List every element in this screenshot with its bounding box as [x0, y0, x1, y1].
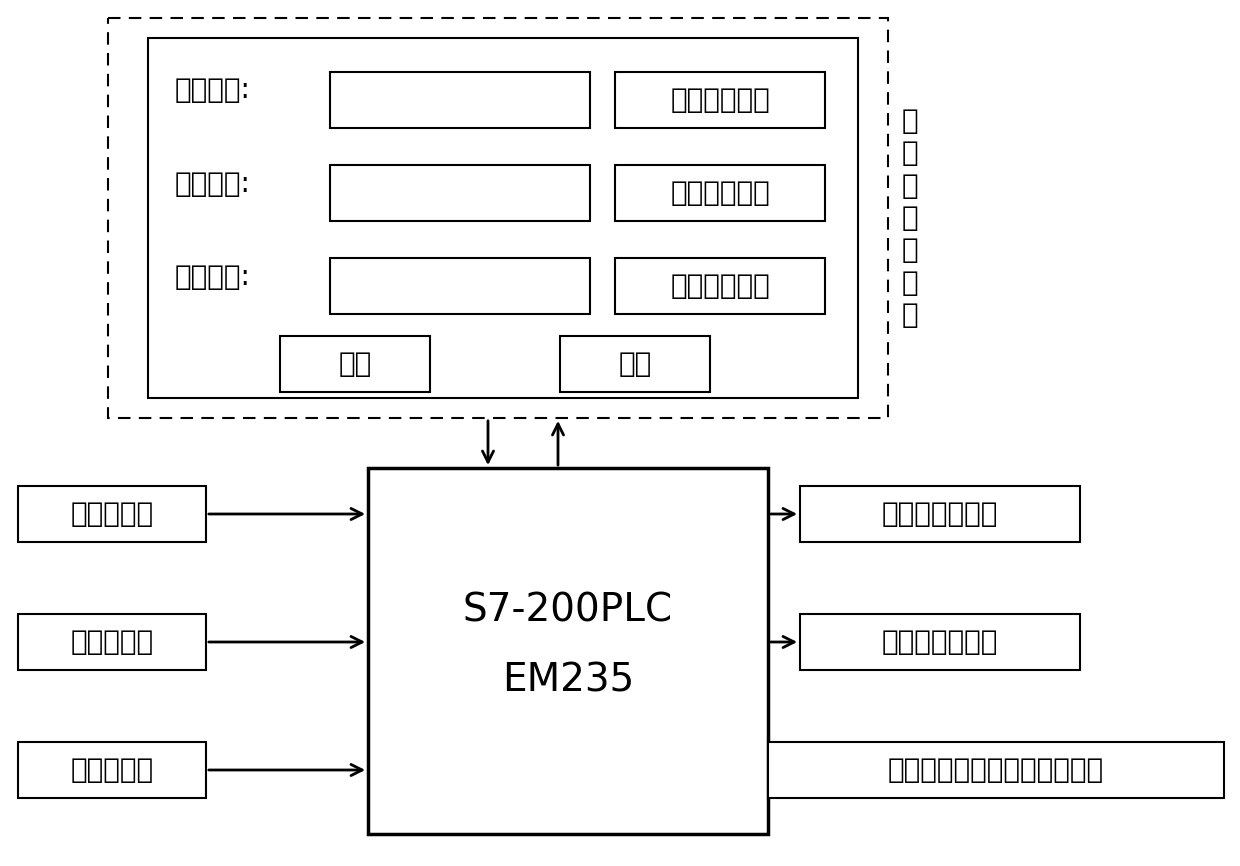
- Bar: [615, 258, 825, 314]
- Bar: [368, 468, 768, 834]
- Bar: [148, 38, 858, 398]
- Bar: [19, 486, 206, 542]
- Text: 压力传感器: 压力传感器: [71, 628, 154, 656]
- Text: 膨化温度:: 膨化温度:: [175, 76, 250, 104]
- Bar: [19, 614, 206, 670]
- Bar: [560, 336, 711, 392]
- Bar: [108, 18, 888, 418]
- Bar: [330, 165, 590, 221]
- Bar: [800, 486, 1080, 542]
- Text: 调节电热器功率: 调节电热器功率: [882, 500, 998, 528]
- Bar: [330, 72, 590, 128]
- Text: 时间计时器: 时间计时器: [71, 756, 154, 784]
- Text: 人
机
界
面
触
摸
屏: 人 机 界 面 触 摸 屏: [901, 107, 919, 329]
- Bar: [19, 742, 206, 798]
- Text: 膨化压力设置: 膨化压力设置: [670, 179, 770, 207]
- Bar: [280, 336, 430, 392]
- Text: 膨化压力:: 膨化压力:: [175, 170, 250, 198]
- Text: 温度传感器: 温度传感器: [71, 500, 154, 528]
- Text: 膨化时间:: 膨化时间:: [175, 263, 250, 291]
- Bar: [615, 72, 825, 128]
- Bar: [330, 258, 590, 314]
- Bar: [800, 614, 1080, 670]
- Bar: [615, 165, 825, 221]
- Bar: [768, 742, 1224, 798]
- Text: S7-200PLC: S7-200PLC: [463, 591, 673, 629]
- Text: 膨化时间设置: 膨化时间设置: [670, 272, 770, 300]
- Text: 工作: 工作: [339, 350, 372, 378]
- Text: 膨化温度设置: 膨化温度设置: [670, 86, 770, 114]
- Text: EM235: EM235: [502, 661, 634, 699]
- Text: 停止: 停止: [619, 350, 652, 378]
- Text: 控制第一油缸和第二油缸伸缩: 控制第一油缸和第二油缸伸缩: [888, 756, 1104, 784]
- Text: 控制电动阀启闭: 控制电动阀启闭: [882, 628, 998, 656]
